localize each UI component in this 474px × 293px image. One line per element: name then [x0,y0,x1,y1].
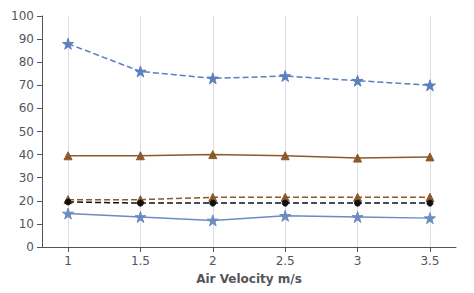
svg-text:Air Velocity m/s: Air Velocity m/s [196,272,302,286]
svg-text:2: 2 [209,254,217,268]
svg-text:90: 90 [19,32,34,46]
svg-text:40: 40 [19,148,34,162]
svg-text:0: 0 [26,240,34,254]
svg-text:20: 20 [19,194,34,208]
svg-text:50: 50 [19,125,34,139]
svg-text:2.5: 2.5 [276,254,295,268]
svg-text:70: 70 [19,78,34,92]
svg-text:100: 100 [11,9,34,23]
svg-text:80: 80 [19,55,34,69]
svg-text:30: 30 [19,171,34,185]
svg-text:10: 10 [19,217,34,231]
svg-text:3.5: 3.5 [420,254,439,268]
svg-text:3: 3 [354,254,362,268]
svg-text:60: 60 [19,101,34,115]
svg-text:1: 1 [64,254,72,268]
svg-text:1.5: 1.5 [131,254,150,268]
